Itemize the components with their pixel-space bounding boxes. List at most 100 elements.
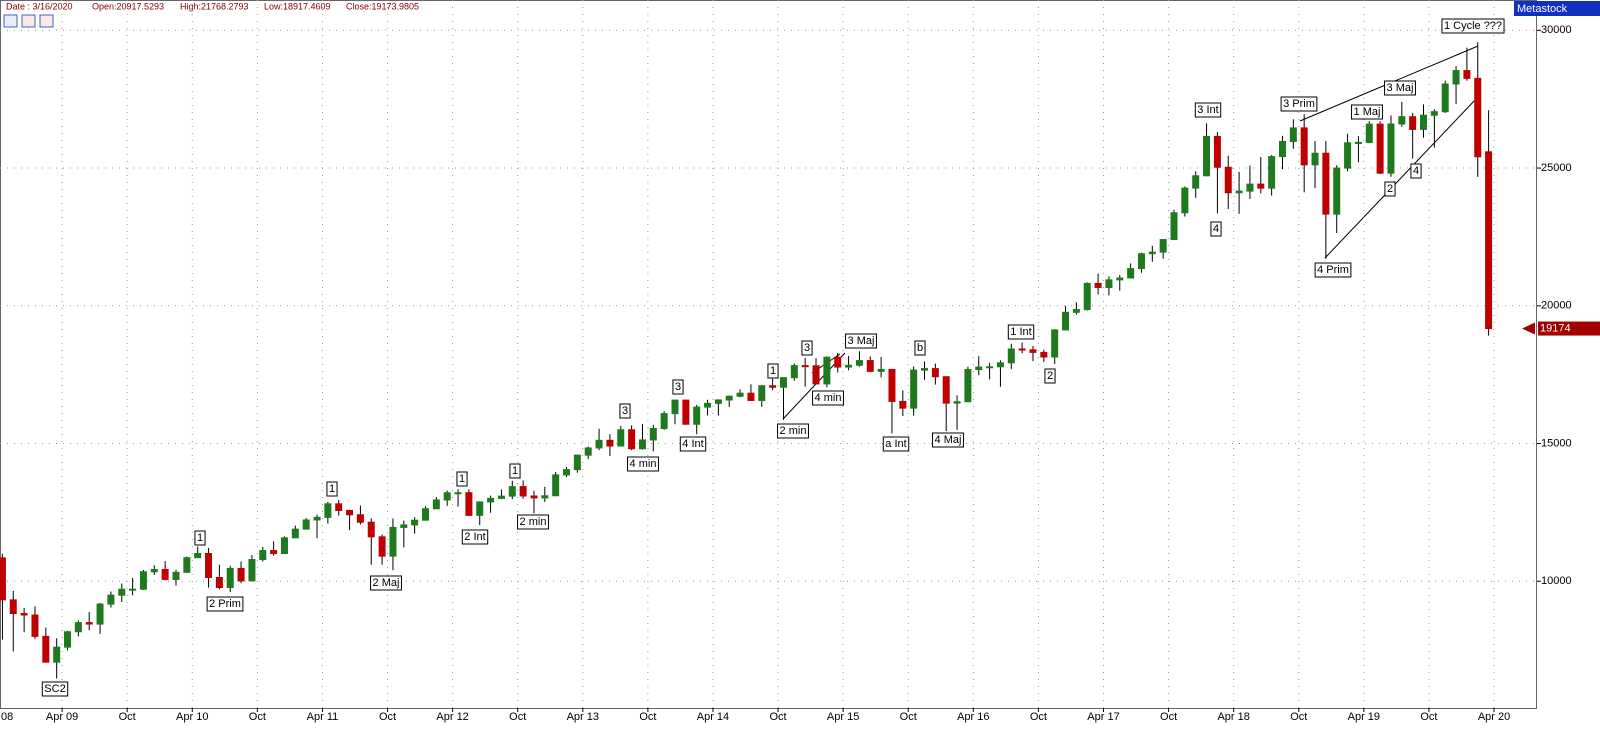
candle-body [9,599,17,615]
candle-body [1224,166,1232,194]
candle-body [921,368,929,371]
candle-body [606,439,614,447]
y-tick-label: 30000 [1541,24,1572,36]
candle-body [628,429,636,450]
wave-label-box [517,514,549,530]
candle-body [834,356,842,368]
candle-body [964,369,972,403]
wave-label-box [41,681,69,697]
candle-body [96,603,104,625]
candle-body [1235,190,1243,194]
candles [0,42,1493,679]
wave-label: 1 Cycle ??? [1441,18,1505,34]
x-tick-label: Apr 12 [436,711,468,723]
candle-body [1170,212,1178,241]
wave-label: 1 [767,363,779,379]
wave-label-text: 2 Prim [209,598,241,610]
candle-body [1289,127,1297,142]
candle-body [855,360,863,366]
candle-body [1452,70,1460,85]
wave-label-text: 4 min [815,392,842,404]
x-tick-label: Apr 19 [1348,711,1380,723]
candle-body [931,368,939,378]
candle-body [1062,311,1070,331]
candle-body [335,503,343,511]
icon[interactable] [21,14,36,28]
candle-body [899,400,907,409]
last-price-box [1538,321,1600,336]
candle-body [996,362,1004,368]
candle-body [1354,141,1362,144]
wave-label-text: 2 min [520,516,547,528]
wave-label-text: SC2 [44,683,65,695]
wave-label-box [509,463,521,479]
wave-label: 3 [801,340,813,356]
wave-label: 1 [509,463,521,479]
candle-body [205,552,213,579]
header-field: Date : 3/16/2020 [6,1,73,11]
plot-frame [0,0,1537,709]
wave-label-text: 4 Prim [1317,264,1349,276]
candle-body [704,402,712,408]
wave-label-text: 2 [1047,370,1053,382]
candle-body [64,631,72,648]
wave-label-box [1280,96,1318,112]
candle-body [226,567,234,589]
wave-label-text: 4 [1413,165,1419,177]
wave-label: 2 Maj [370,575,402,591]
wave-label-text: 1 [512,465,518,477]
x-tick-label: Apr 15 [827,711,859,723]
candle-body [443,492,451,501]
wave-label: 2 min [777,423,809,439]
candle-body [42,635,50,663]
x-tick-label: Oct [509,711,526,723]
candle-body [476,501,484,516]
x-tick-label: Oct [769,711,786,723]
candle-body [725,395,733,401]
wave-label-box [619,403,631,419]
toolbar-icons[interactable] [3,14,54,28]
icon[interactable] [39,14,54,28]
candle-body [1246,183,1254,192]
wave-label-box [812,390,844,406]
wave-label-box [1210,221,1222,237]
x-tick-label: Apr 17 [1087,711,1119,723]
candle-body [280,537,288,555]
wave-label-box [1351,104,1383,120]
candle-body [823,356,831,385]
wave-label: 3 Prim [1280,96,1318,112]
y-tick-label: 10000 [1541,575,1572,587]
candle-body [400,524,408,528]
candle-body [1333,167,1341,215]
wave-label-box [767,363,779,379]
x-tick-label: Oct [1290,711,1307,723]
candle-body [1181,187,1189,214]
candle-body [1105,279,1113,289]
brand: Metastock [1517,3,1568,15]
wave-label: 3 Maj [845,333,877,349]
candle-body [31,614,39,637]
wave-label-box [326,481,338,497]
candle-body [1344,142,1352,169]
wave-label-text: 1 Int [1010,326,1031,338]
wave-label: 4 Maj [932,432,964,448]
candle-body [389,526,397,557]
wave-label-text: 4 Int [682,438,703,450]
candle-body [638,439,646,450]
wave-label-box [1007,324,1035,340]
candle-body [1051,329,1059,358]
wave-label-box [1194,102,1222,118]
header-field: Open:20917.5293 [92,1,164,11]
candle-body [139,571,147,590]
wave-label: 3 Maj [1384,80,1416,96]
icon[interactable] [3,14,18,28]
wave-label: 3 Int [1194,102,1222,118]
wave-label-text: 2 Int [464,531,485,543]
candle-body [1257,183,1265,189]
candle-body [1083,282,1091,311]
wave-label-text: 4 [1213,223,1219,235]
candle-body [183,557,191,573]
wave-label-text: 1 [459,473,465,485]
candle-body [649,427,657,441]
